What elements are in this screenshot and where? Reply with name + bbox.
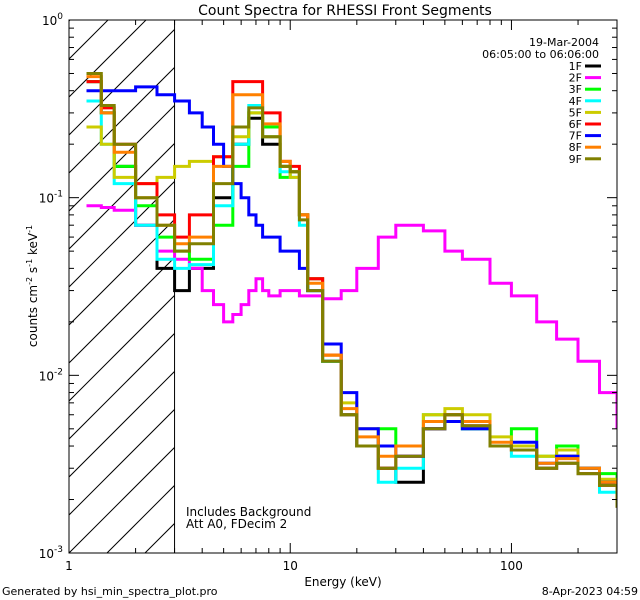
- legend-label-8f: 8F: [569, 141, 582, 154]
- hatch-line: [69, 218, 175, 326]
- footer-timestamp: 8-Apr-2023 04:59: [542, 585, 638, 598]
- series-line-9f: [86, 72, 617, 508]
- legend-label-5f: 5F: [569, 106, 582, 119]
- hatch-line: [69, 66, 175, 174]
- plot-frame: [68, 19, 618, 554]
- x-tick-label: 10: [283, 559, 298, 573]
- series-layer: [86, 72, 617, 508]
- legend-label-4f: 4F: [569, 95, 582, 108]
- ylabel-tail: keV: [26, 232, 40, 259]
- ylabel-exp3: -1: [25, 225, 34, 233]
- footer-generated-by: Generated by hsi_min_spectra_plot.pro: [2, 585, 218, 598]
- y-axis: 10-3 10-2 10-1 100: [39, 12, 617, 561]
- hatch-line: [69, 370, 175, 478]
- legend-time-range: 06:05:00 to 06:06:00: [482, 48, 599, 61]
- x-tick-label: 100: [500, 559, 523, 573]
- legend-date: 19-Mar-2004: [529, 36, 599, 49]
- ylabel-exp2: -1: [25, 259, 34, 267]
- y-tick-label: 100: [42, 12, 63, 28]
- legend-label-3f: 3F: [569, 83, 582, 96]
- hatch-line: [69, 446, 175, 553]
- y-tick-label: 10-3: [39, 545, 63, 561]
- annotation-background: Includes Background: [186, 505, 311, 519]
- x-tick-label: 1: [65, 559, 73, 573]
- chart-title: Count Spectra for RHESSI Front Segments: [198, 3, 492, 19]
- hatch-line: [69, 408, 175, 516]
- legend-label-9f: 9F: [569, 153, 582, 166]
- x-axis-label: Energy (keV): [304, 575, 381, 589]
- hatch-line: [144, 522, 175, 553]
- legend-label-6f: 6F: [569, 118, 582, 131]
- legend-label-7f: 7F: [569, 130, 582, 143]
- ylabel-base: counts cm: [26, 285, 40, 347]
- series-line-2f: [86, 204, 617, 429]
- hatch-line: [69, 294, 175, 402]
- y-tick-label: 10-2: [39, 367, 63, 383]
- legend-label-2f: 2F: [569, 72, 582, 85]
- hatch-line: [69, 256, 175, 364]
- y-axis-label: counts cm-2 s-1 keV-1: [25, 225, 40, 347]
- ylabel-exp1: -2: [25, 277, 34, 285]
- hatch-line: [69, 180, 175, 288]
- legend: 19-Mar-2004 06:05:00 to 06:06:00 1F2F3F4…: [482, 36, 601, 166]
- y-tick-label: 10-1: [39, 190, 63, 206]
- ylabel-mid: s: [26, 267, 40, 277]
- legend-label-1f: 1F: [569, 60, 582, 73]
- hatch-line: [69, 104, 175, 212]
- hatch-line: [69, 28, 175, 136]
- annotation-attenuator: Att A0, FDecim 2: [186, 517, 287, 531]
